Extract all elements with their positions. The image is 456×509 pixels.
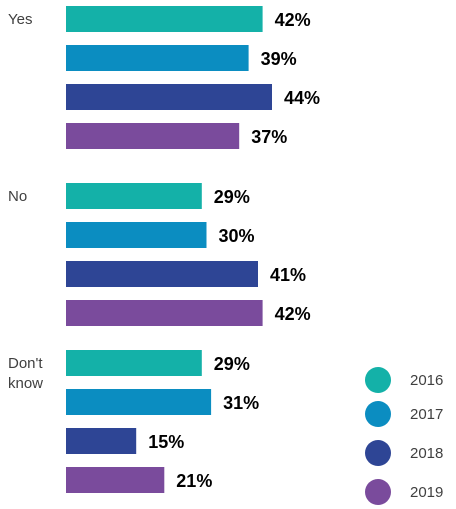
legend: 2016 2017 2018 2019 [365, 367, 443, 505]
category-labels: Yes No Don't know [8, 11, 43, 392]
bar [66, 45, 249, 71]
bar [66, 467, 165, 493]
bar [66, 300, 263, 326]
value-label: 37% [251, 127, 287, 147]
bar [66, 84, 272, 110]
legend-label: 2016 [410, 372, 443, 389]
category-label-line: Yes [8, 11, 32, 28]
legend-marker [365, 479, 391, 505]
value-label: 31% [223, 393, 259, 413]
value-label: 15% [148, 432, 184, 452]
category-label-line: No [8, 188, 27, 205]
value-label: 29% [214, 354, 250, 374]
bars [66, 6, 272, 493]
category-label-line: Don't [8, 355, 43, 372]
value-label: 41% [270, 265, 306, 285]
legend-marker [365, 440, 391, 466]
bar [66, 428, 137, 454]
legend-label: 2018 [410, 445, 443, 462]
legend-label: 2019 [410, 484, 443, 501]
category-label: Don't know [8, 355, 43, 392]
legend-marker [365, 401, 391, 427]
value-label: 39% [261, 49, 297, 69]
value-label: 44% [284, 88, 320, 108]
legend-label: 2017 [410, 406, 443, 423]
bar [66, 123, 240, 149]
bar [66, 350, 202, 376]
category-label-line: know [8, 375, 43, 392]
category-label: No [8, 188, 27, 205]
category-label: Yes [8, 11, 32, 28]
bar [66, 6, 263, 32]
bar [66, 222, 207, 248]
bar [66, 261, 258, 287]
bar [66, 183, 202, 209]
value-label: 42% [275, 304, 311, 324]
value-label: 29% [214, 187, 250, 207]
value-labels: 42% 39% 44% 37% 29% 30% 41% 42% 29% 31% 15% 21% [148, 10, 320, 491]
value-label: 42% [275, 10, 311, 30]
value-label: 30% [219, 226, 255, 246]
legend-marker [365, 367, 391, 393]
bar [66, 389, 212, 415]
value-label: 21% [176, 471, 212, 491]
